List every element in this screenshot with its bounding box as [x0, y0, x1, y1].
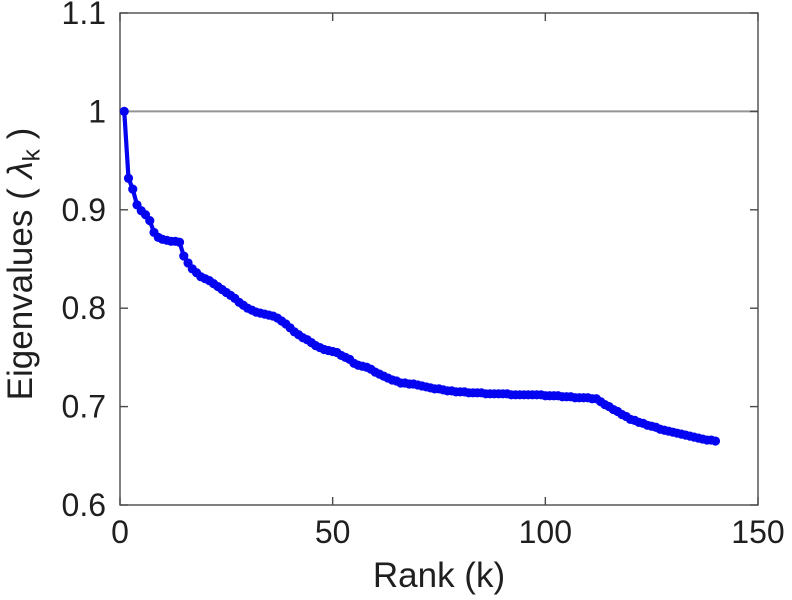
y-tick-label: 0.6 [62, 487, 106, 523]
y-axis-label-prefix: Eigenvalues ( [1, 178, 40, 401]
x-tick-label: 0 [111, 514, 129, 550]
data-point [179, 251, 189, 261]
y-tick-label: 0.8 [62, 290, 106, 326]
y-tick-label: 1 [88, 93, 106, 129]
data-point [174, 237, 185, 247]
x-tick-label: 150 [731, 514, 784, 550]
x-tick-label: 50 [315, 514, 351, 550]
lambda-symbol: λ [1, 161, 40, 179]
y-axis-label-suffix: ) [1, 127, 40, 150]
y-tick-label: 1.1 [62, 0, 106, 31]
data-point [119, 106, 129, 116]
data-point [123, 173, 134, 183]
x-axis-label: Rank (k) [372, 556, 506, 595]
lambda-subscript: k [18, 149, 46, 162]
data-point [145, 216, 155, 226]
y-axis-label: Eigenvalues ( λk ) [0, 83, 46, 445]
x-tick-label: 100 [519, 514, 572, 550]
plot-frame [119, 12, 759, 506]
y-tick-label: 0.9 [62, 192, 106, 228]
y-tick-label: 0.7 [62, 389, 106, 425]
data-point [128, 184, 138, 194]
data-series-line [122, 109, 718, 444]
data-point [710, 436, 721, 446]
